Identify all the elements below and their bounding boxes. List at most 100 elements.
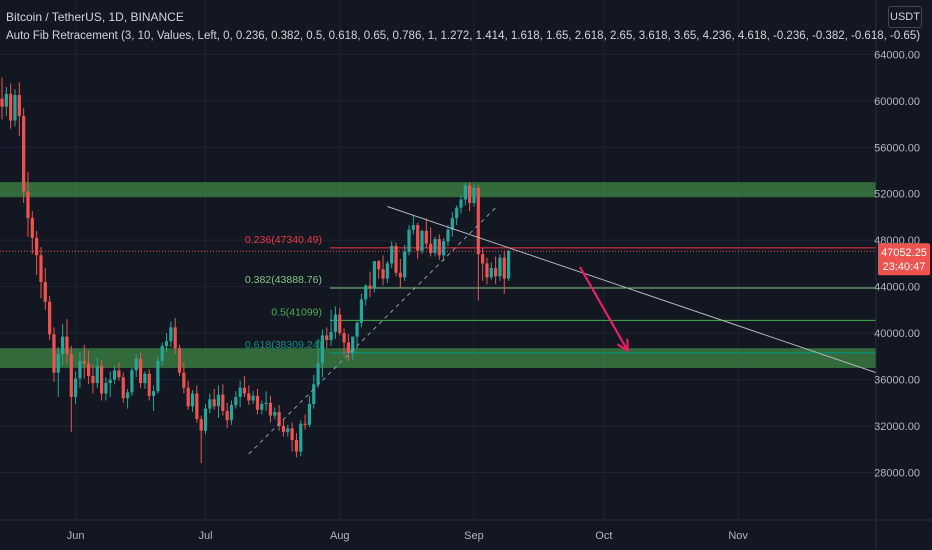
candle (186, 380, 190, 410)
candle-body (74, 378, 78, 398)
candle (286, 424, 290, 437)
candle-body (468, 185, 472, 204)
candle (234, 391, 238, 409)
candle-body (463, 185, 467, 200)
chart-title[interactable]: Bitcoin / TetherUS, 1D, BINANCE (6, 10, 184, 24)
candle-body (459, 199, 463, 208)
candle (52, 327, 56, 382)
candle (195, 385, 199, 423)
fib-level-label: 0.5(41099) (271, 306, 322, 318)
time-axis-tick: Nov (728, 530, 748, 542)
candle (385, 261, 389, 284)
candle-body (52, 334, 56, 373)
candle (281, 419, 286, 437)
candle-body (173, 327, 177, 349)
candle (143, 371, 147, 389)
candle (225, 402, 229, 429)
candle (316, 338, 320, 388)
currency-button[interactable]: USDT (888, 6, 922, 28)
candle (117, 362, 121, 381)
candle-body (281, 426, 286, 432)
candle-body (498, 257, 502, 277)
candle (489, 262, 493, 280)
candle-body (39, 255, 43, 283)
candle (260, 400, 264, 415)
candle (130, 367, 134, 396)
candle (433, 236, 437, 257)
candle-body (394, 246, 398, 273)
price-axis-tick: 64000.00 (874, 49, 920, 61)
candle (147, 369, 151, 401)
candle-body (242, 387, 247, 394)
fib-level-label: 0.382(43888.76) (245, 274, 322, 286)
candle (74, 371, 78, 404)
candle-body (342, 333, 346, 343)
candle (390, 241, 394, 269)
candle (9, 83, 13, 129)
candle-body (87, 363, 91, 377)
candle-body (134, 358, 138, 371)
candle-body (35, 237, 39, 256)
projection-arrow-shaft (578, 266, 629, 352)
time-axis-tick: Jun (67, 530, 85, 542)
candle-body (147, 373, 151, 396)
candle (420, 229, 424, 255)
candle (312, 374, 316, 409)
candle-body (502, 257, 506, 279)
candle (199, 415, 203, 464)
last-price-badge (878, 243, 930, 276)
price-axis-tick: 32000.00 (874, 421, 920, 433)
candle-body (277, 412, 281, 427)
candle-body (329, 331, 333, 341)
candle (381, 255, 385, 286)
candle (346, 334, 350, 361)
candle (372, 261, 376, 293)
candle-body (346, 342, 350, 353)
candle-body (294, 439, 299, 452)
candle (377, 259, 381, 279)
candle (329, 309, 333, 346)
candle-body (398, 272, 402, 278)
candle (229, 400, 234, 425)
candle (35, 230, 39, 276)
candle-body (472, 187, 476, 204)
candle-body (61, 336, 65, 355)
candle (99, 359, 104, 401)
candle (273, 407, 277, 420)
time-axis: Jun Jul Aug Sep Oct Nov (0, 519, 932, 542)
candle-body (160, 345, 164, 361)
candle (303, 414, 307, 430)
candle (416, 222, 420, 259)
candle (65, 319, 69, 364)
candle-body (485, 263, 489, 278)
candle (333, 306, 338, 339)
candle-body (381, 269, 385, 279)
candle-body (30, 218, 34, 238)
support-resistance-zone (0, 182, 876, 198)
candle (104, 377, 108, 401)
candle (26, 171, 30, 237)
candle (364, 284, 368, 306)
candle (108, 371, 112, 398)
candle-body (121, 377, 125, 399)
candle-body (65, 336, 69, 355)
candle-body (208, 399, 212, 409)
candle-body (494, 268, 498, 277)
candle-body (390, 246, 394, 264)
time-axis-tick: Jul (198, 530, 212, 542)
candle (208, 393, 212, 414)
candle (13, 89, 17, 127)
candle-body (290, 428, 294, 440)
candle (403, 244, 407, 281)
candle-body (78, 360, 82, 379)
candle (160, 342, 164, 366)
candle-body (199, 419, 203, 431)
candle-body (507, 251, 511, 279)
candle-body (255, 395, 260, 410)
indicator-legend[interactable]: Auto Fib Retracement (3, 10, Values, Lef… (6, 30, 921, 42)
candle (268, 395, 273, 423)
time-axis-tick: Sep (464, 530, 484, 542)
candle (242, 376, 247, 398)
